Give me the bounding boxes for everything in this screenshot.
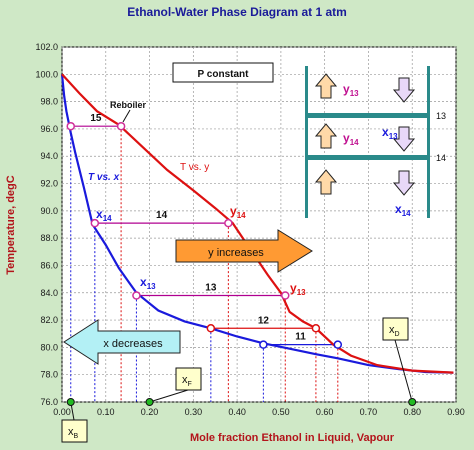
column-wall-right xyxy=(427,66,430,218)
vapour-up-arrow xyxy=(314,123,338,149)
stage-label: 11 xyxy=(295,332,306,343)
series-line xyxy=(60,74,454,374)
column-y14-label: y14 xyxy=(343,131,359,147)
stage-point-x xyxy=(259,340,268,349)
column-y13-label: y13 xyxy=(343,82,359,98)
marker-dot xyxy=(145,398,154,406)
tray-13 xyxy=(305,113,430,118)
x-tick-label: 0.60 xyxy=(316,407,334,417)
x-axis-label: Mole fraction Ethanol in Liquid, Vapour xyxy=(190,432,395,444)
x-tick-label: 0.20 xyxy=(141,407,159,417)
marker-label: xF xyxy=(182,374,192,388)
x-tick-label: 0.30 xyxy=(185,407,203,417)
y-tick-label: 92.0 xyxy=(40,179,58,189)
y-tick-label: 78.0 xyxy=(40,370,58,380)
y14-label: y14 xyxy=(230,204,246,220)
column-wall-left xyxy=(305,66,308,218)
y-tick-label: 96.0 xyxy=(40,124,58,134)
marker-dot xyxy=(408,398,417,406)
stage-point-x xyxy=(66,121,76,131)
x-markers: xB xF xD xyxy=(61,317,417,443)
chart-title: Ethanol-Water Phase Diagram at 1 atm xyxy=(127,5,347,19)
stage-point-x xyxy=(132,291,141,300)
stage-guides xyxy=(70,125,339,402)
column-diagram: 13 14 y13 y14 x13 x14 xyxy=(305,66,446,218)
tray-14-label: 14 xyxy=(436,153,446,163)
stage-point-x xyxy=(206,324,216,333)
x-tick-label: 0.50 xyxy=(272,407,290,417)
x13-label: x13 xyxy=(140,275,156,291)
reboiler-leader xyxy=(122,109,131,123)
stage-point-x xyxy=(90,218,100,228)
liquid-down-arrow xyxy=(392,126,416,152)
y-axis-label: Temperature, degC xyxy=(5,175,17,274)
vapour-up-arrow xyxy=(314,73,338,99)
y-tick-label: 86.0 xyxy=(40,260,58,270)
y-tick-label: 94.0 xyxy=(40,151,58,161)
marker-dot xyxy=(66,398,75,406)
marker-label: xD xyxy=(389,324,400,338)
y-tick-label: 82.0 xyxy=(40,315,58,325)
p-constant-label: P constant xyxy=(198,69,250,80)
marker-box xyxy=(61,419,88,443)
stage-point-y xyxy=(116,121,126,131)
stage-label: 15 xyxy=(90,113,102,124)
stage-point-y xyxy=(224,218,233,228)
y-tick-label: 98.0 xyxy=(40,97,58,107)
y13-label: y13 xyxy=(290,281,306,297)
x-tick-label: 0.40 xyxy=(228,407,246,417)
x-decreases-label: x decreases xyxy=(103,338,163,350)
axis-ticks: 0.00 0.10 0.20 0.30 0.40 0.50 0.60 0.70 0.80 0.90… xyxy=(35,42,464,417)
x-tick-label: 0.80 xyxy=(403,407,421,417)
tray-13-label: 13 xyxy=(436,111,446,121)
y-tick-label: 76.0 xyxy=(40,397,58,407)
liquid-down-arrow xyxy=(392,170,416,196)
annotations: P constant Reboiler T vs. x T vs. y x14 y14 x1… xyxy=(63,62,313,365)
stage-point-y xyxy=(333,340,343,349)
stage-point-y xyxy=(281,291,290,300)
y-tick-label: 100.0 xyxy=(35,69,58,79)
marker-label: xB xyxy=(68,426,79,440)
stage-label: 12 xyxy=(258,315,270,326)
x14-label: x14 xyxy=(96,207,112,223)
marker-box xyxy=(382,317,409,341)
stage-label: 14 xyxy=(156,210,168,221)
y-tick-label: 80.0 xyxy=(40,342,58,352)
column-x13-label: x13 xyxy=(382,125,398,141)
t-vs-x-label: T vs. x xyxy=(88,172,120,183)
column-x14-label: x14 xyxy=(395,202,411,218)
x-tick-label: 0.90 xyxy=(447,407,465,417)
p-constant-box xyxy=(172,62,274,83)
x-decreases-arrow xyxy=(63,319,181,365)
y-increases-arrow xyxy=(175,229,313,273)
y-increases-label: y increases xyxy=(208,247,264,259)
y-tick-label: 102.0 xyxy=(35,42,58,52)
liquid-down-arrow xyxy=(392,77,416,103)
t-vs-y-label: T vs. y xyxy=(180,162,209,173)
vapour-up-arrow xyxy=(314,169,338,195)
stage-label: 13 xyxy=(205,283,217,294)
y-tick-label: 90.0 xyxy=(40,206,58,216)
marker-leader xyxy=(394,339,413,403)
x-tick-label: 0.00 xyxy=(53,407,71,417)
stage-point-y xyxy=(311,324,321,333)
x-tick-label: 0.70 xyxy=(360,407,378,417)
y-tick-label: 88.0 xyxy=(40,233,58,243)
marker-leader xyxy=(149,389,189,403)
stage-layer: 15 14 13 12 11 xyxy=(66,113,343,349)
tray-14 xyxy=(305,155,430,160)
x-tick-label: 0.10 xyxy=(97,407,115,417)
y-tick-label: 84.0 xyxy=(40,288,58,298)
marker-box xyxy=(175,367,202,391)
reboiler-label: Reboiler xyxy=(110,100,147,110)
